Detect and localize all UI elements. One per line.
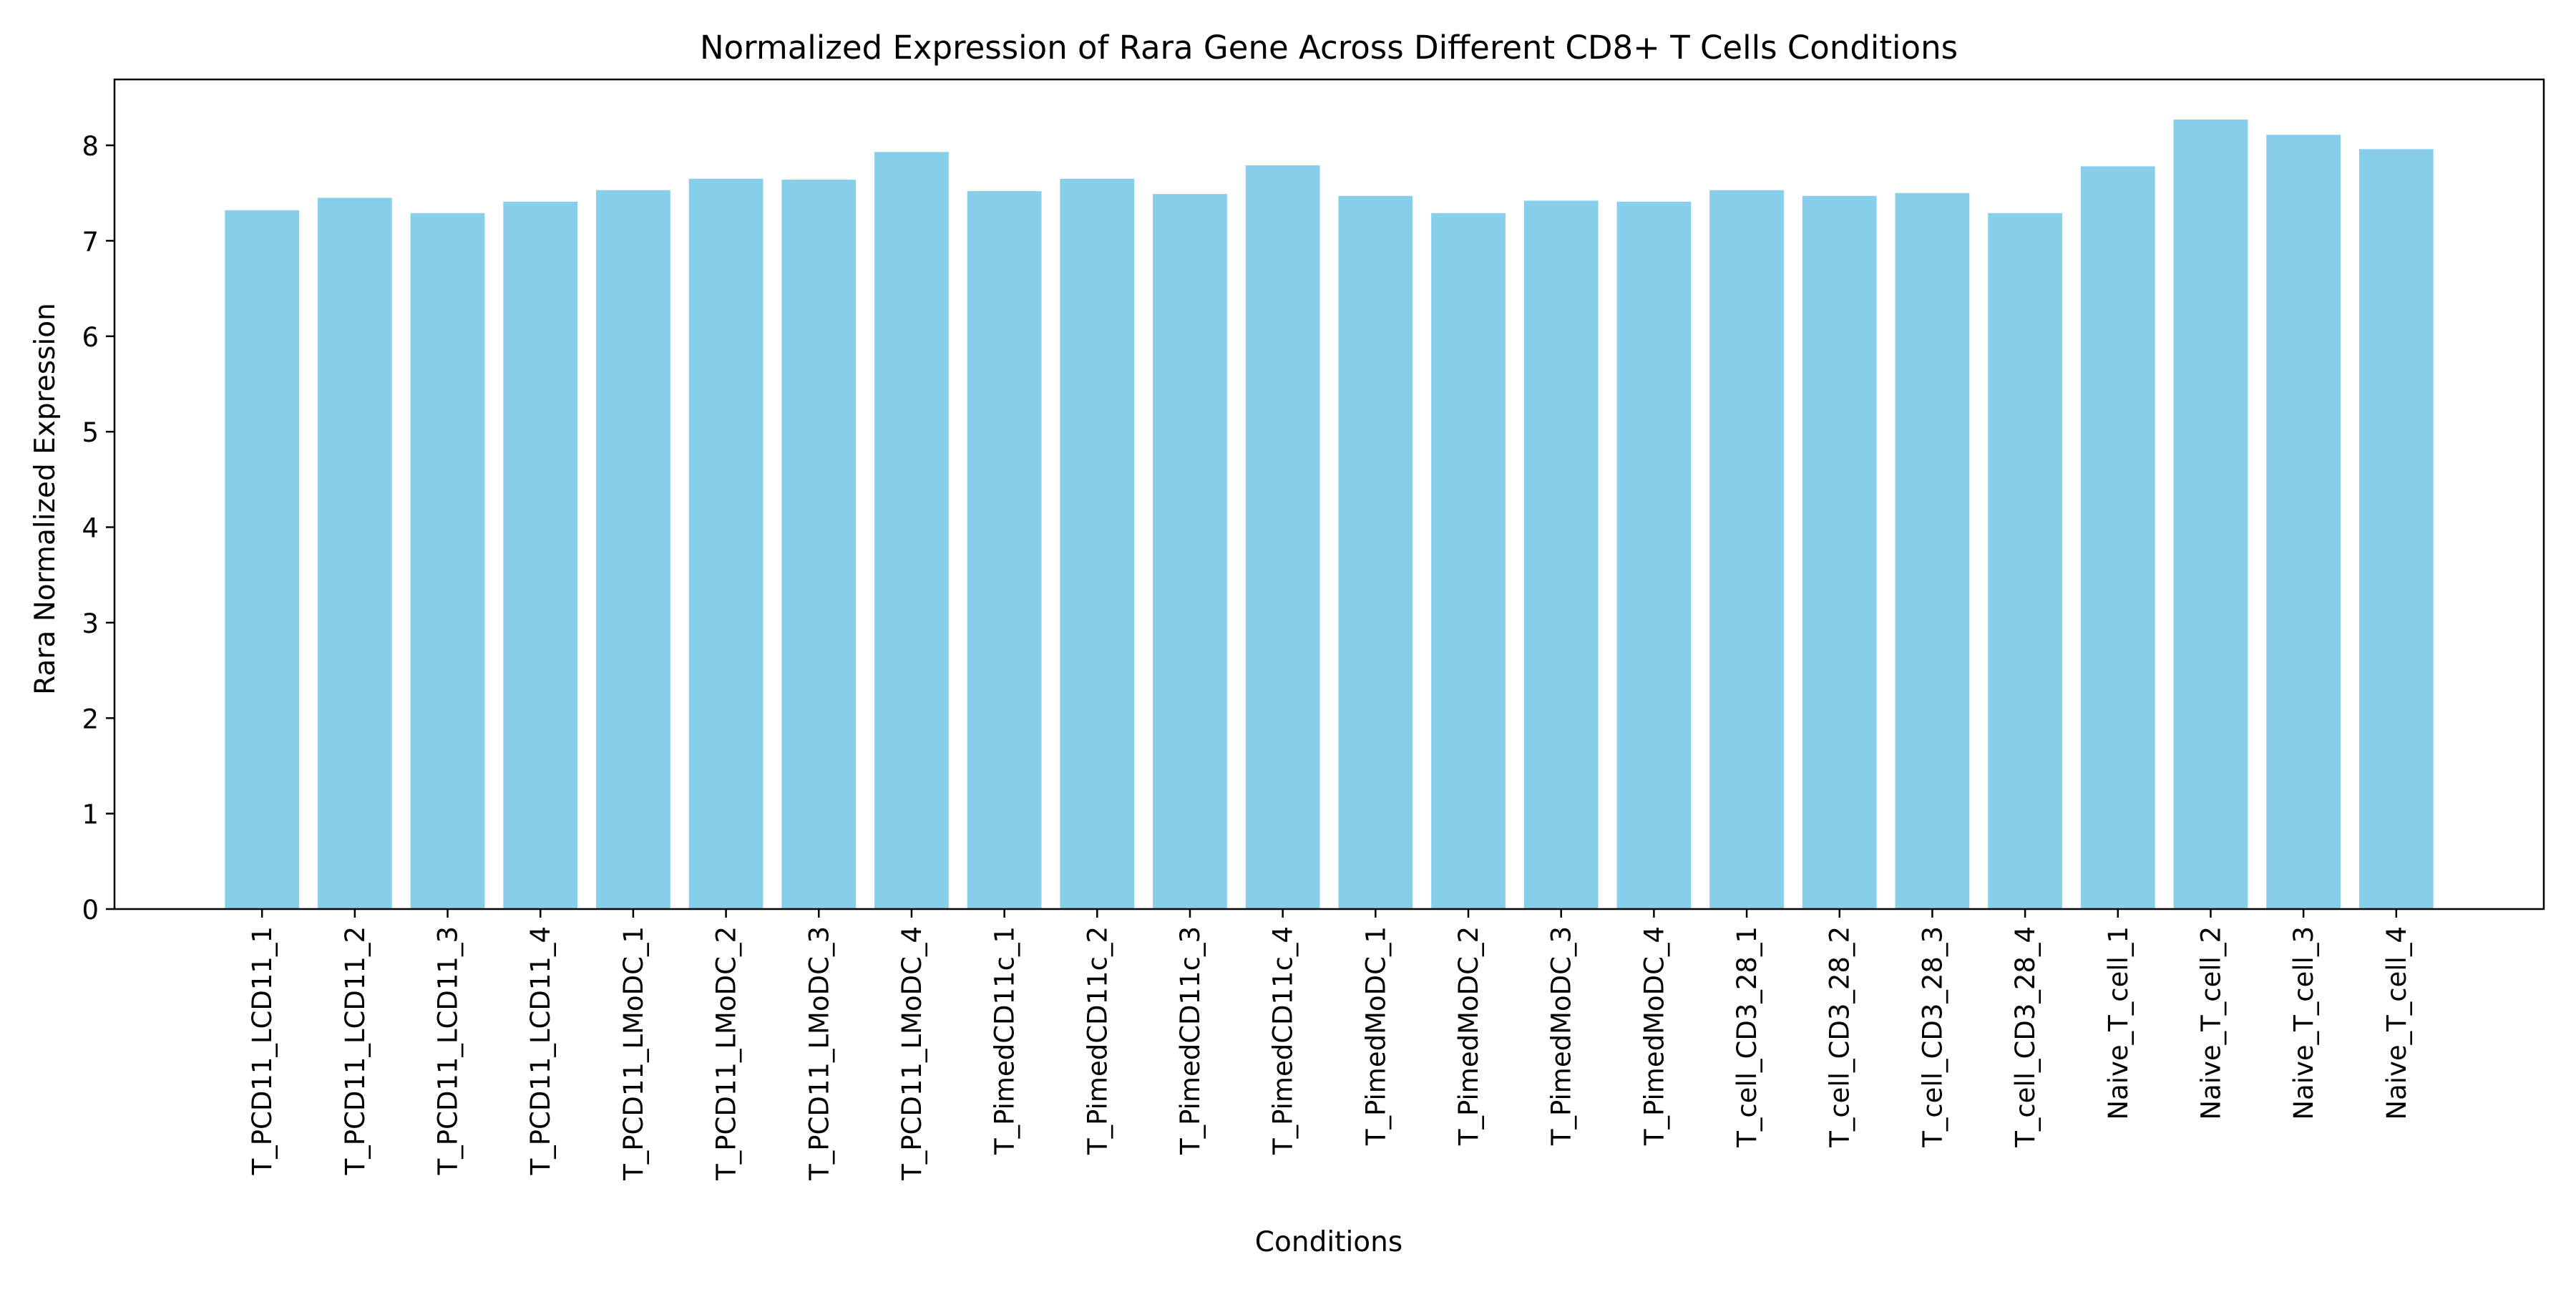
bar-T_PCD11_LMoDC_4 [874, 152, 949, 910]
y-tick-label: 1 [82, 800, 99, 830]
bar-Naive_T_cell_4 [2358, 149, 2434, 910]
bar-T_PimedMoDC_1 [1338, 195, 1413, 910]
bar-T_cell_CD3_28_3 [1895, 193, 1970, 910]
bars-layer [225, 120, 2434, 910]
bar-T_PimedCD11c_2 [1060, 178, 1135, 909]
x-tick-label: T_PimedMoDC_2 [1453, 926, 1484, 1146]
bar-T_cell_CD3_28_1 [1709, 190, 1784, 910]
y-tick-label: 2 [82, 704, 99, 734]
x-tick-label: Naive_T_cell_2 [2195, 926, 2226, 1120]
bar-T_PimedMoDC_3 [1523, 200, 1599, 909]
bar-T_PCD11_LCD11_1 [225, 210, 300, 910]
bar-Naive_T_cell_2 [2173, 120, 2248, 909]
axes-layer: 0 1 2 3 4 5 6 7 8 T_PCD11_LCD11_1 T_PCD11_LCD11_2 T… [82, 78, 2545, 1181]
x-tick-label: T_PCD11_LCD11_1 [247, 926, 278, 1175]
x-tick-label: T_cell_CD3_28_2 [1825, 926, 1855, 1148]
x-tick-label: T_PCD11_LMoDC_2 [711, 926, 742, 1181]
bar-T_PCD11_LCD11_2 [318, 198, 392, 909]
bar-T_PCD11_LMoDC_1 [596, 190, 670, 910]
x-tick-label: T_PCD11_LMoDC_1 [618, 926, 649, 1181]
bar-T_PCD11_LMoDC_2 [688, 178, 763, 909]
y-tick-label: 7 [82, 226, 99, 257]
x-tick-label: Naive_T_cell_3 [2288, 926, 2319, 1120]
y-tick-label: 8 [82, 131, 99, 162]
x-tick-label: T_PCD11_LCD11_2 [340, 926, 371, 1175]
bar-T_PimedMoDC_2 [1431, 213, 1506, 910]
x-tick-label: T_PimedCD11c_2 [1082, 926, 1113, 1155]
bar-T_PimedCD11c_1 [967, 191, 1042, 909]
bar-T_PCD11_LCD11_4 [503, 201, 578, 910]
x-axis-label: Conditions [1255, 1226, 1402, 1258]
x-tick-label: T_PCD11_LMoDC_3 [804, 926, 834, 1181]
x-tick-label: T_PCD11_LCD11_4 [525, 926, 556, 1175]
x-tick-label: T_cell_CD3_28_4 [2010, 926, 2041, 1148]
x-tick-label: T_PimedMoDC_4 [1639, 926, 1669, 1146]
bar-T_cell_CD3_28_2 [1802, 195, 1877, 910]
bar-T_PimedCD11c_4 [1245, 165, 1320, 909]
bar-T_PimedCD11c_3 [1153, 194, 1227, 909]
bar-Naive_T_cell_1 [2080, 166, 2155, 909]
x-tick-label: T_PimedCD11c_3 [1175, 926, 1206, 1155]
bar-Naive_T_cell_3 [2266, 135, 2341, 910]
x-tick-label: T_PimedMoDC_1 [1360, 926, 1391, 1146]
x-tick-label: Naive_T_cell_4 [2381, 926, 2412, 1120]
x-tick-label: T_PimedMoDC_3 [1546, 926, 1577, 1146]
y-tick-label: 4 [82, 513, 99, 544]
y-tick-label: 3 [82, 608, 99, 639]
x-tick-label: T_cell_CD3_28_1 [1732, 926, 1762, 1148]
y-axis-label: Rara Normalized Expression [29, 303, 62, 695]
x-tick-label: T_PimedCD11c_1 [990, 926, 1020, 1155]
bar-T_PimedMoDC_4 [1616, 201, 1692, 910]
x-tick-label: Naive_T_cell_1 [2103, 926, 2134, 1120]
x-tick-label: T_PimedCD11c_4 [1268, 926, 1299, 1155]
bar-T_PCD11_LMoDC_3 [781, 180, 857, 910]
bar-T_cell_CD3_28_4 [1988, 213, 2062, 910]
x-tick-label: T_cell_CD3_28_3 [1917, 926, 1948, 1148]
x-tick-label: T_PCD11_LCD11_3 [433, 926, 464, 1175]
bar-T_PCD11_LCD11_3 [410, 213, 485, 910]
y-tick-label: 6 [82, 322, 99, 353]
chart-title: Normalized Expression of Rara Gene Acros… [700, 29, 1958, 67]
plot-frame [113, 78, 2545, 910]
y-tick-label: 0 [82, 895, 99, 926]
y-tick-label: 5 [82, 417, 99, 448]
x-tick-label: T_PCD11_LMoDC_4 [897, 926, 927, 1181]
